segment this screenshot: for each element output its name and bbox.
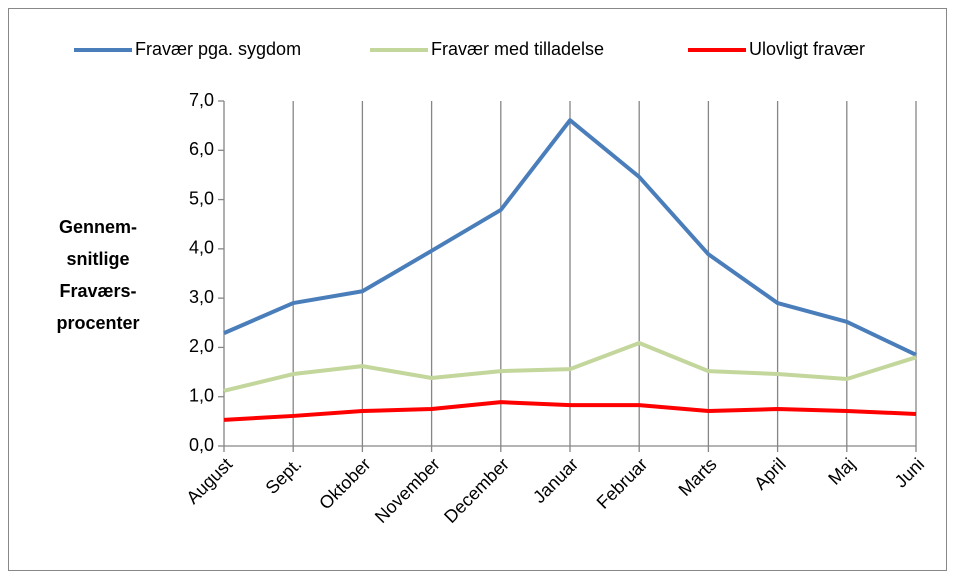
y-tick-label: 6,0 [189, 139, 214, 159]
y-tick-label: 7,0 [189, 90, 214, 110]
chart-frame [8, 8, 947, 571]
y-axis-label: snitlige [66, 249, 129, 269]
y-tick-label: 2,0 [189, 336, 214, 356]
series-line [223, 400, 917, 422]
series-line [223, 118, 917, 357]
y-tick-label: 5,0 [189, 188, 214, 208]
series-line [223, 340, 917, 393]
legend-label: Fravær pga. sygdom [135, 39, 301, 59]
y-tick-label: 4,0 [189, 238, 214, 258]
legend-label: Ulovligt fravær [749, 39, 865, 59]
y-axis-label: Gennem- [59, 217, 137, 237]
legend-label: Fravær med tilladelse [431, 39, 604, 59]
y-axis-label: Fraværs- [59, 281, 136, 301]
y-axis-label: procenter [56, 313, 139, 333]
y-tick-label: 0,0 [189, 435, 214, 455]
y-tick-label: 1,0 [189, 385, 214, 405]
y-tick-label: 3,0 [189, 287, 214, 307]
